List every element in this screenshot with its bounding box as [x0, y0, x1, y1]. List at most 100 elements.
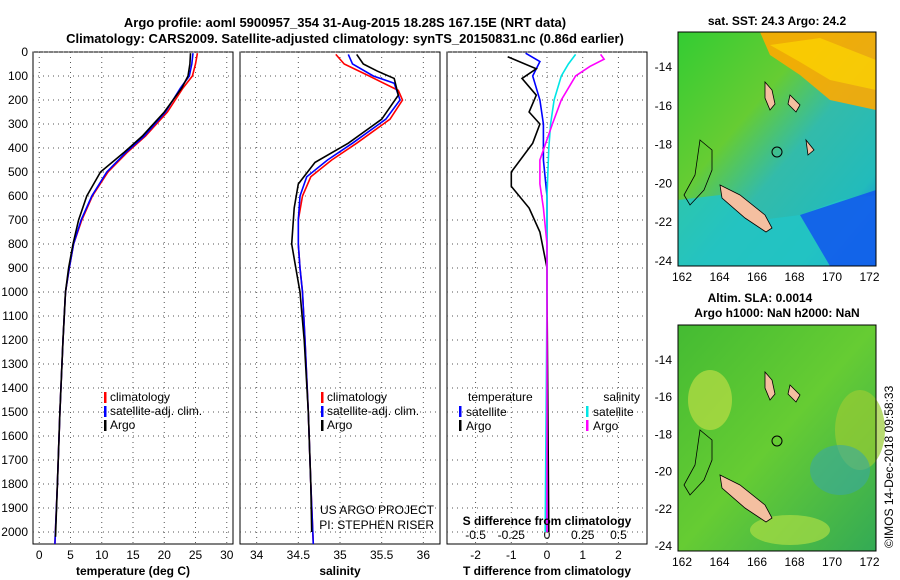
header-line2: Climatology: CARS2009. Satellite-adjuste…	[66, 31, 624, 46]
sla-low-blob	[810, 445, 870, 495]
legend-swatch	[104, 406, 107, 417]
map-y-tick-label: -14	[655, 353, 673, 367]
legend-temperature-head: temperature	[468, 390, 533, 404]
series-line-climatology	[297, 53, 404, 545]
series-line-s-argo	[539, 53, 606, 532]
legend-swatch	[459, 406, 462, 417]
salinity-panel: 34 34.5 35 35.5 36 climatologysatellite-adj.…	[239, 51, 441, 578]
sst-warm-patch-2	[770, 38, 876, 90]
reef-outline	[683, 139, 713, 206]
reef-outline-sla	[683, 429, 713, 496]
argo-position-marker-sla	[771, 435, 783, 447]
t-difference-xlabel: T difference from climatology	[463, 564, 631, 578]
legend-swatch	[321, 420, 324, 431]
map-y-tick-label: -22	[655, 502, 673, 516]
x-tick-label: 35.5	[370, 548, 394, 562]
map-x-tick-label: 164	[709, 555, 729, 569]
y-tick-label: 200	[8, 93, 28, 107]
legend-label: satellite-adj. clim.	[327, 404, 419, 418]
series-line-t-argo	[507, 56, 550, 533]
vanuatu-island-3	[805, 138, 815, 156]
y-tick-label: 900	[8, 261, 28, 275]
new-caledonia-island-sla	[719, 474, 773, 523]
map-x-tick-label: 170	[822, 270, 842, 284]
map-x-tick-label: 164	[709, 270, 729, 284]
y-tick-label: 0	[21, 45, 28, 59]
salinity-xlabel: salinity	[319, 564, 361, 578]
map-y-tick-label: -24	[655, 254, 673, 268]
imos-stamp: ©IMOS 14-Dec-2018 09:58:33	[882, 385, 896, 548]
map-y-tick-label: -16	[655, 390, 673, 404]
vanuatu-island	[764, 80, 776, 111]
y-tick-label: 1200	[1, 333, 28, 347]
x-tick-label: -2	[470, 548, 481, 562]
credit-pi: PI: STEPHEN RISER	[319, 518, 434, 532]
x-tick-label: 34.5	[287, 548, 311, 562]
x-tick-label: -1	[506, 548, 517, 562]
y-tick-label: 300	[8, 117, 28, 131]
s-tick-label: -0.25	[498, 528, 526, 542]
y-tick-label: 700	[8, 213, 28, 227]
sla-map-frame	[677, 324, 877, 552]
argo-position-marker	[771, 146, 783, 158]
credit-project: US ARGO PROJECT	[320, 503, 435, 517]
legend-label: satellite	[466, 405, 507, 419]
x-tick-label: 15	[126, 548, 140, 562]
series-line-t-satellite	[525, 52, 548, 532]
legend-label: Argo	[466, 419, 492, 433]
series-line-satellite-adj-clim-	[297, 54, 401, 545]
legend-label: climatology	[110, 390, 170, 404]
y-tick-label: 1400	[1, 381, 28, 395]
x-tick-label: 30	[220, 548, 234, 562]
map-x-tick-label: 166	[747, 555, 767, 569]
y-tick-label: 1600	[1, 429, 28, 443]
map-x-tick-label: 162	[672, 555, 692, 569]
legend-swatch	[321, 406, 324, 417]
legend-swatch	[459, 420, 462, 431]
map-y-tick-label: -14	[655, 60, 673, 74]
y-tick-label: 1700	[1, 453, 28, 467]
legend-swatch	[586, 420, 589, 431]
map-x-tick-label: 172	[859, 270, 879, 284]
legend-salinity-head: salinity	[603, 390, 640, 404]
series-line-argo	[290, 53, 400, 533]
temperature-xlabel: temperature (deg C)	[76, 564, 190, 578]
legend-label: Argo	[327, 418, 353, 432]
y-tick-label: 1100	[2, 309, 28, 323]
sla-map: Altim. SLA: 0.0014 Argo h1000: NaN h2000…	[655, 291, 885, 569]
y-tick-label: 1800	[1, 477, 28, 491]
y-tick-label: 1900	[1, 501, 28, 515]
sst-map: sat. SST: 24.3 Argo: 24.2 -14 -16 -18 -20 -2…	[655, 14, 880, 284]
map-y-tick-label: -22	[655, 215, 673, 229]
sla-high-blob-3	[750, 515, 830, 545]
legend-swatch	[321, 392, 324, 403]
legend-label: climatology	[327, 390, 387, 404]
s-tick-label: 0.5	[610, 528, 627, 542]
x-tick-label: 34	[250, 548, 264, 562]
y-tick-label: 500	[8, 165, 28, 179]
legend-swatch	[104, 420, 107, 431]
x-tick-label: 2	[615, 548, 622, 562]
y-tick-label: 800	[8, 237, 28, 251]
vanuatu-island-sla	[764, 370, 776, 401]
x-tick-label: 0	[36, 548, 43, 562]
map-x-tick-label: 166	[747, 270, 767, 284]
y-tick-label: 2000	[1, 525, 28, 539]
map-y-tick-label: -24	[655, 539, 673, 553]
map-x-tick-label: 162	[672, 270, 692, 284]
x-tick-label: 25	[189, 548, 203, 562]
y-tick-label: 1300	[1, 357, 28, 371]
legend-label: Argo	[110, 418, 136, 432]
map-x-tick-label: 168	[784, 555, 804, 569]
x-tick-label: 35	[333, 548, 347, 562]
x-tick-label: 10	[95, 548, 109, 562]
y-tick-label: 600	[8, 189, 28, 203]
temperature-panel: 0100200300400500600700800900100011001200…	[1, 45, 233, 578]
series-line-satellite-adj-clim-	[54, 53, 194, 545]
x-tick-label: 5	[67, 548, 74, 562]
legend-label: satellite	[593, 405, 634, 419]
map-y-tick-label: -18	[655, 427, 673, 441]
y-tick-label: 1500	[1, 405, 28, 419]
y-tick-label: 100	[8, 69, 28, 83]
